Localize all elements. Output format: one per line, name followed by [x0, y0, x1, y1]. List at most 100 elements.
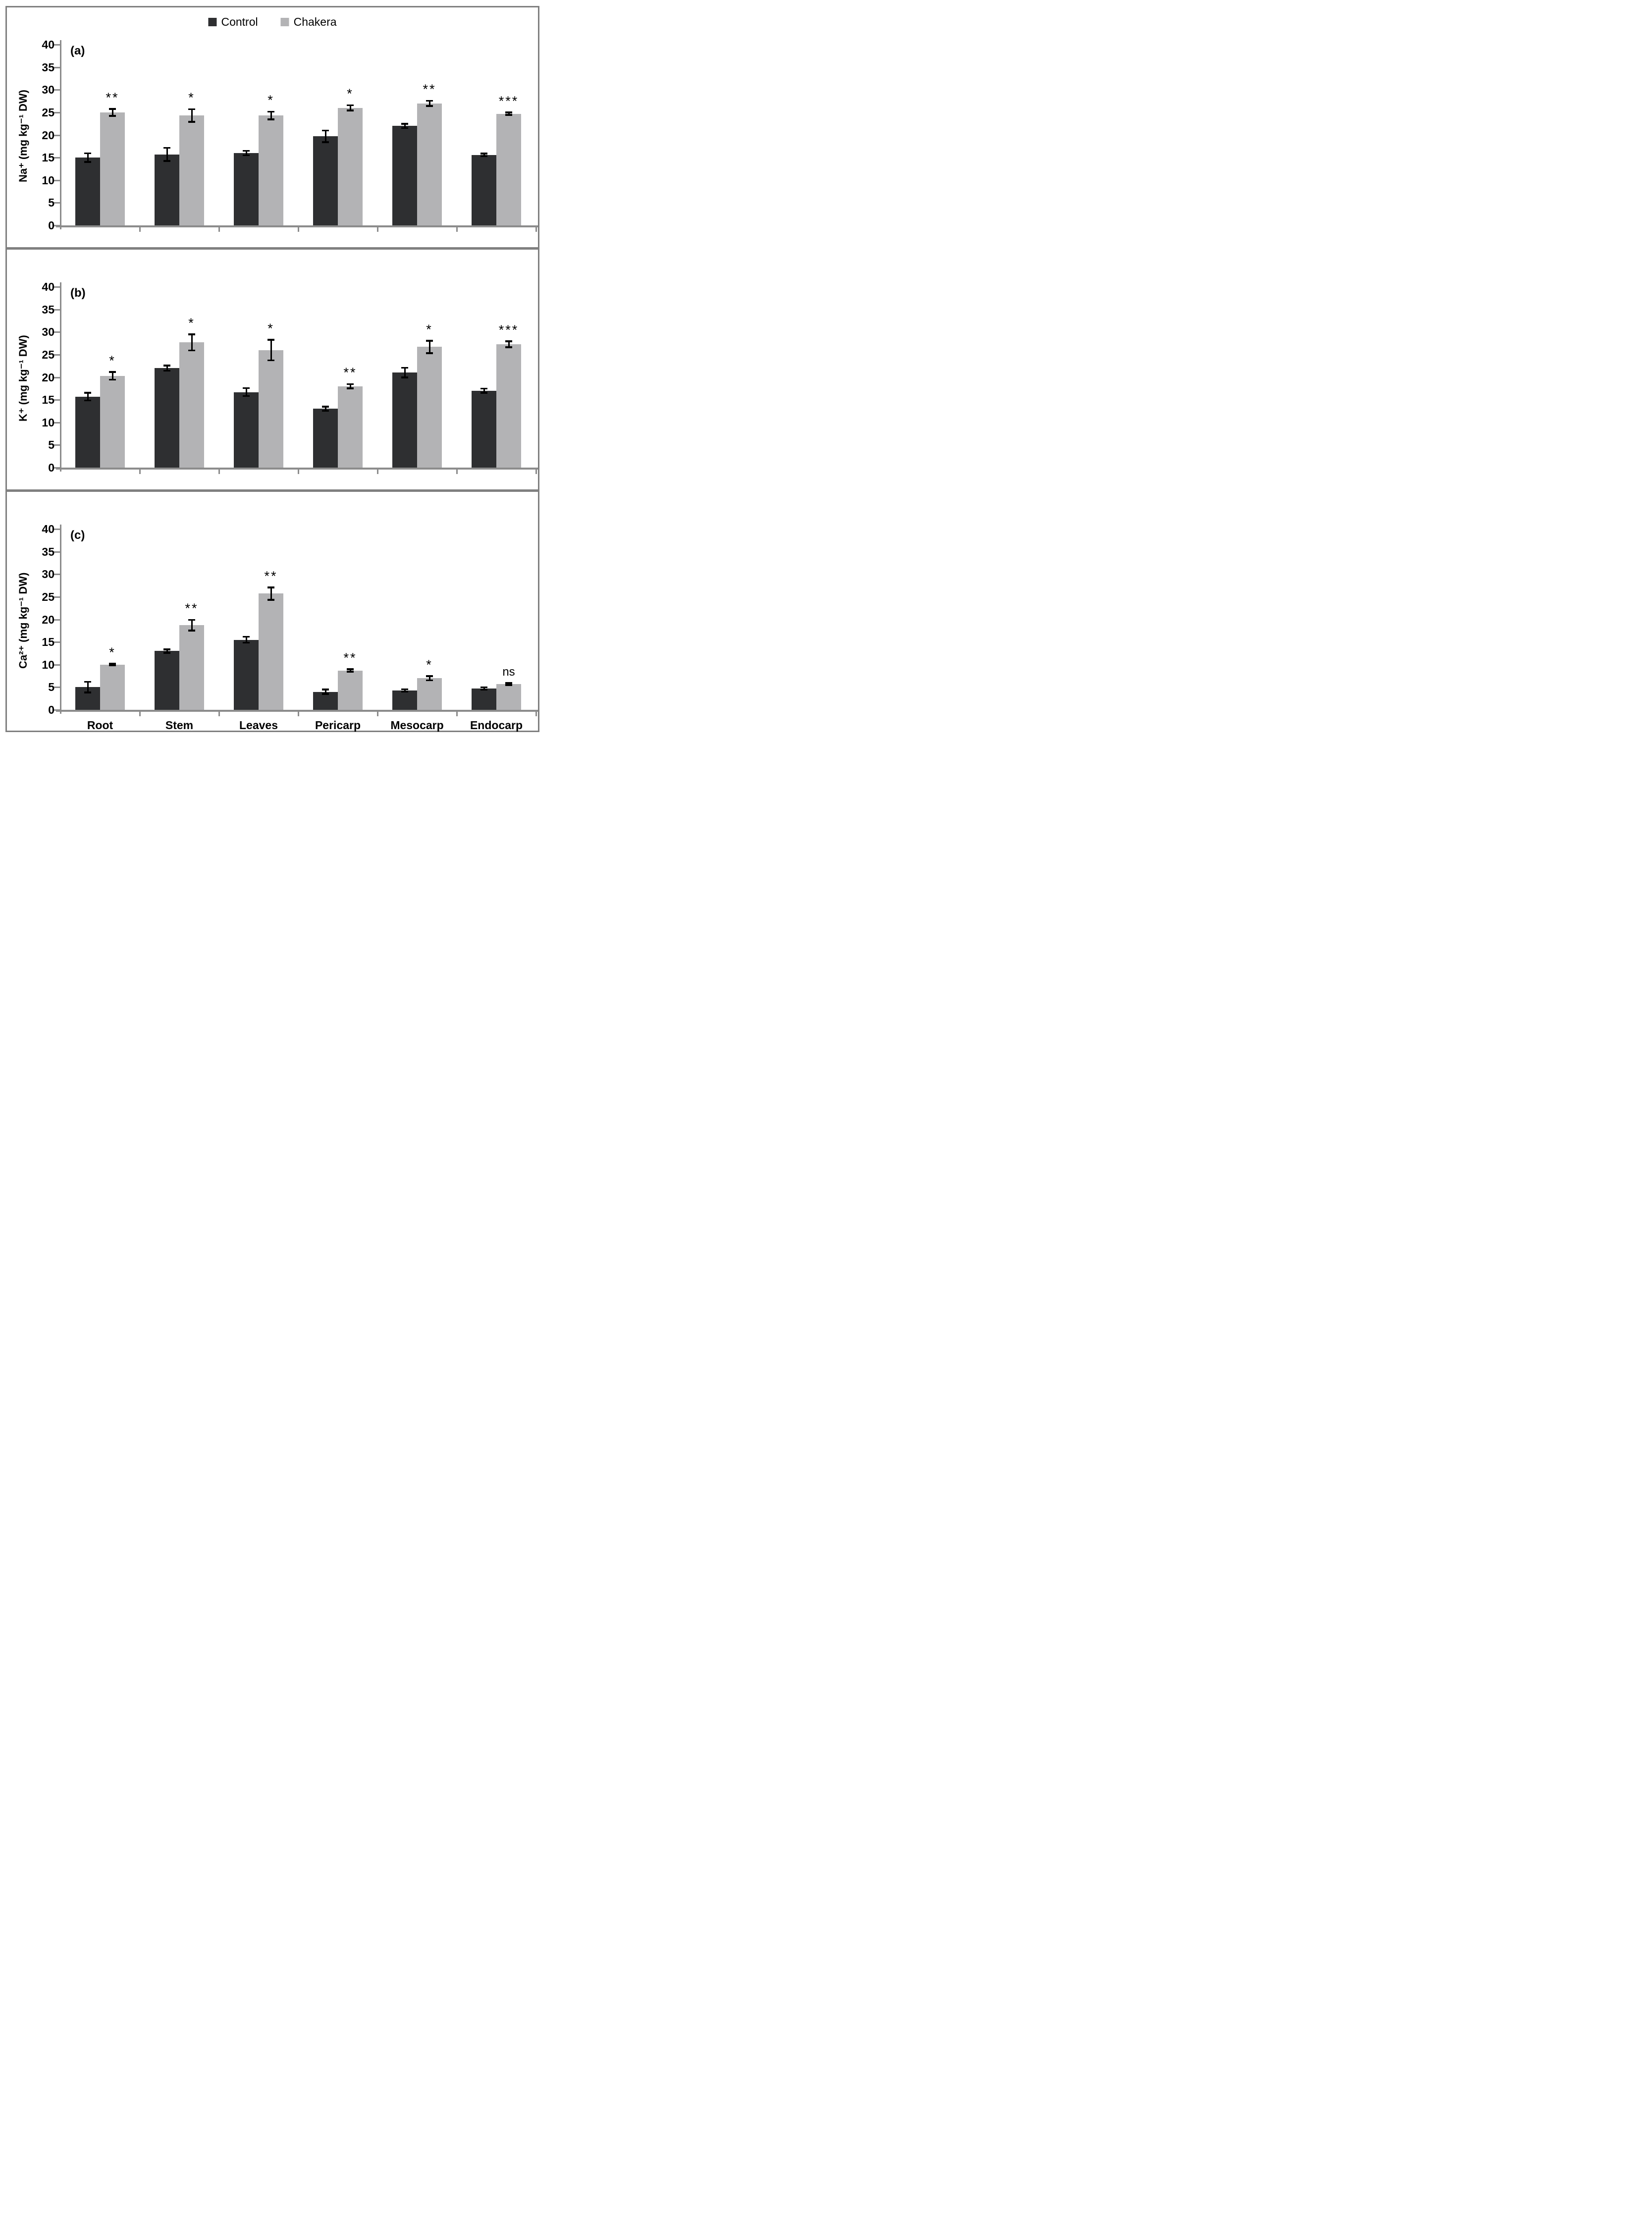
error-bar-cap: [426, 340, 433, 342]
bar-chakera-mesocarp: [417, 347, 442, 468]
error-bar-cap: [480, 392, 487, 394]
y-tick-label: 10: [42, 658, 54, 671]
y-tick-mark: [53, 619, 60, 621]
bar-control-leaves: [234, 639, 259, 710]
error-bar-chakera-pericarp: [349, 105, 351, 111]
error-bar-cap: [401, 690, 408, 692]
error-bar-cap: [188, 333, 195, 335]
y-tick-label: 5: [48, 196, 54, 210]
bar-control-mesocarp: [392, 690, 417, 710]
figure-frame: Control Chakera Na⁺ (mg kg⁻¹ DW) (a) 0 5 10 1…: [5, 6, 539, 732]
error-bar-cap: [243, 387, 250, 389]
error-bar-cap: [163, 160, 170, 162]
error-bar-cap: [84, 392, 91, 394]
y-tick-mark: [53, 444, 60, 446]
y-tick-mark: [53, 641, 60, 643]
y-tick-mark: [53, 399, 60, 401]
x-tick-mark: [377, 712, 378, 716]
error-bar-cap: [322, 689, 329, 690]
bar-chakera-pericarp: [338, 386, 363, 468]
error-bar-chakera-stem: [191, 334, 193, 351]
bar-control-leaves: [234, 153, 259, 225]
significance-mesocarp: *: [426, 321, 433, 337]
error-bar-cap: [163, 147, 170, 149]
significance-endocarp: ns: [502, 665, 515, 679]
bar-chakera-endocarp: [496, 684, 521, 710]
y-tick-mark: [53, 574, 60, 576]
bar-control-stem: [155, 154, 179, 225]
y-tick-mark: [53, 286, 60, 288]
error-bar-cap: [322, 406, 329, 408]
x-tick-mark: [456, 712, 458, 716]
y-tick-mark: [53, 331, 60, 333]
y-tick-mark: [53, 66, 60, 68]
bar-chakera-leaves: [259, 115, 283, 225]
error-bar-control-root: [87, 392, 89, 401]
error-bar-cap: [243, 150, 250, 152]
bar-chakera-root: [100, 375, 125, 468]
error-bar-cap: [505, 111, 512, 113]
y-tick-label: 30: [42, 568, 54, 581]
x-tick-mark: [456, 470, 458, 474]
bar-chakera-pericarp: [338, 107, 363, 225]
x-tick-mark: [298, 712, 299, 716]
y-tick-mark: [53, 89, 60, 91]
error-bar-cap: [267, 359, 274, 362]
error-bar-control-pericarp: [324, 406, 326, 411]
significance-mesocarp: *: [426, 657, 433, 672]
error-bar-cap: [347, 109, 354, 111]
x-tick-mark: [298, 470, 299, 474]
error-bar-control-mesocarp: [404, 368, 406, 378]
x-tick-mark: [218, 227, 220, 232]
error-bar-cap: [347, 387, 354, 389]
y-tick-mark: [53, 157, 60, 159]
y-axis-line: [60, 282, 61, 472]
error-bar-cap: [243, 154, 250, 157]
y-tick-label: 30: [42, 83, 54, 97]
error-bar-cap: [243, 641, 250, 644]
error-bar-control-pericarp: [324, 130, 326, 143]
error-bar-chakera-pericarp: [349, 669, 351, 672]
error-bar-cap: [163, 370, 170, 372]
category-label-leaves: Leaves: [239, 719, 278, 732]
error-bar-chakera-endocarp: [508, 341, 510, 348]
significance-root: **: [106, 90, 119, 105]
category-label-pericarp: Pericarp: [315, 719, 361, 732]
error-bar-cap: [505, 346, 512, 348]
bar-control-mesocarp: [392, 126, 417, 225]
error-bar-cap: [84, 681, 91, 683]
error-bar-control-mesocarp: [404, 689, 406, 692]
legend-label-chakera: Chakera: [293, 15, 337, 28]
error-bar-chakera-stem: [191, 109, 193, 122]
error-bar-cap: [401, 367, 408, 369]
y-tick-label: 15: [42, 636, 54, 649]
bar-control-stem: [155, 368, 179, 468]
bar-control-mesocarp: [392, 372, 417, 468]
error-bar-control-leaves: [245, 388, 247, 396]
y-tick-mark: [53, 467, 60, 469]
panel-c: Ca²⁺ (mg kg⁻¹ DW) (c) 0 5 10 15 20 25 30 35 40 * ** *…: [7, 492, 538, 732]
category-label-mesocarp: Mesocarp: [390, 719, 444, 732]
bar-control-root: [75, 158, 100, 225]
x-tick-mark: [535, 227, 537, 232]
y-tick-label: 40: [42, 38, 54, 51]
y-tick-mark: [53, 709, 60, 711]
error-bar-cap: [347, 104, 354, 106]
error-bar-cap: [505, 340, 512, 342]
error-bar-cap: [267, 110, 274, 113]
bar-control-endocarp: [472, 689, 496, 710]
error-bar-cap: [188, 121, 195, 123]
error-bar-chakera-root: [111, 108, 113, 116]
y-tick-label: 5: [48, 438, 54, 452]
bar-control-root: [75, 396, 100, 468]
y-tick-label: 10: [42, 416, 54, 429]
bar-control-endocarp: [472, 155, 496, 225]
error-bar-cap: [426, 105, 433, 107]
error-bar-cap: [109, 664, 116, 667]
error-bar-cap: [480, 686, 487, 689]
y-tick-label: 10: [42, 173, 54, 187]
error-bar-cap: [480, 689, 487, 691]
y-tick-label: 0: [48, 219, 54, 232]
error-bar-cap: [322, 129, 329, 132]
y-tick-label: 0: [48, 461, 54, 474]
